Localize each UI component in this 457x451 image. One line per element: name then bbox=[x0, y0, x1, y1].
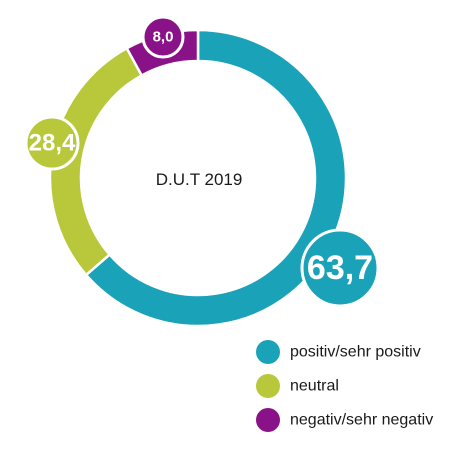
badges-group: 63,7 28,4 8,0 bbox=[24, 15, 380, 308]
chart-center-title: D.U.T 2019 bbox=[156, 170, 243, 189]
slice-positiv-sehr-positiv bbox=[84, 28, 348, 328]
legend-swatch-neutral bbox=[256, 374, 280, 398]
badge-neutral bbox=[24, 115, 80, 171]
legend-label-neutral: neutral bbox=[290, 378, 339, 395]
legend-label-positiv-sehr-positiv: positiv/sehr positiv bbox=[290, 344, 421, 361]
badge-positiv-sehr-positiv bbox=[300, 228, 380, 308]
legend-label-negativ-sehr-negativ: negativ/sehr negativ bbox=[290, 412, 433, 429]
legend: positiv/sehr positiv neutral negativ/sehr … bbox=[256, 340, 433, 432]
legend-swatch-negativ-sehr-negativ bbox=[256, 408, 280, 432]
data-label-negativ-sehr-negativ: 8,0 bbox=[153, 29, 174, 46]
data-label-positiv-sehr-positiv: 63,7 bbox=[307, 249, 373, 287]
badge-negativ-sehr-negativ bbox=[141, 15, 185, 59]
data-label-neutral: 28,4 bbox=[29, 130, 76, 157]
legend-swatch-positiv-sehr-positiv bbox=[256, 340, 280, 364]
